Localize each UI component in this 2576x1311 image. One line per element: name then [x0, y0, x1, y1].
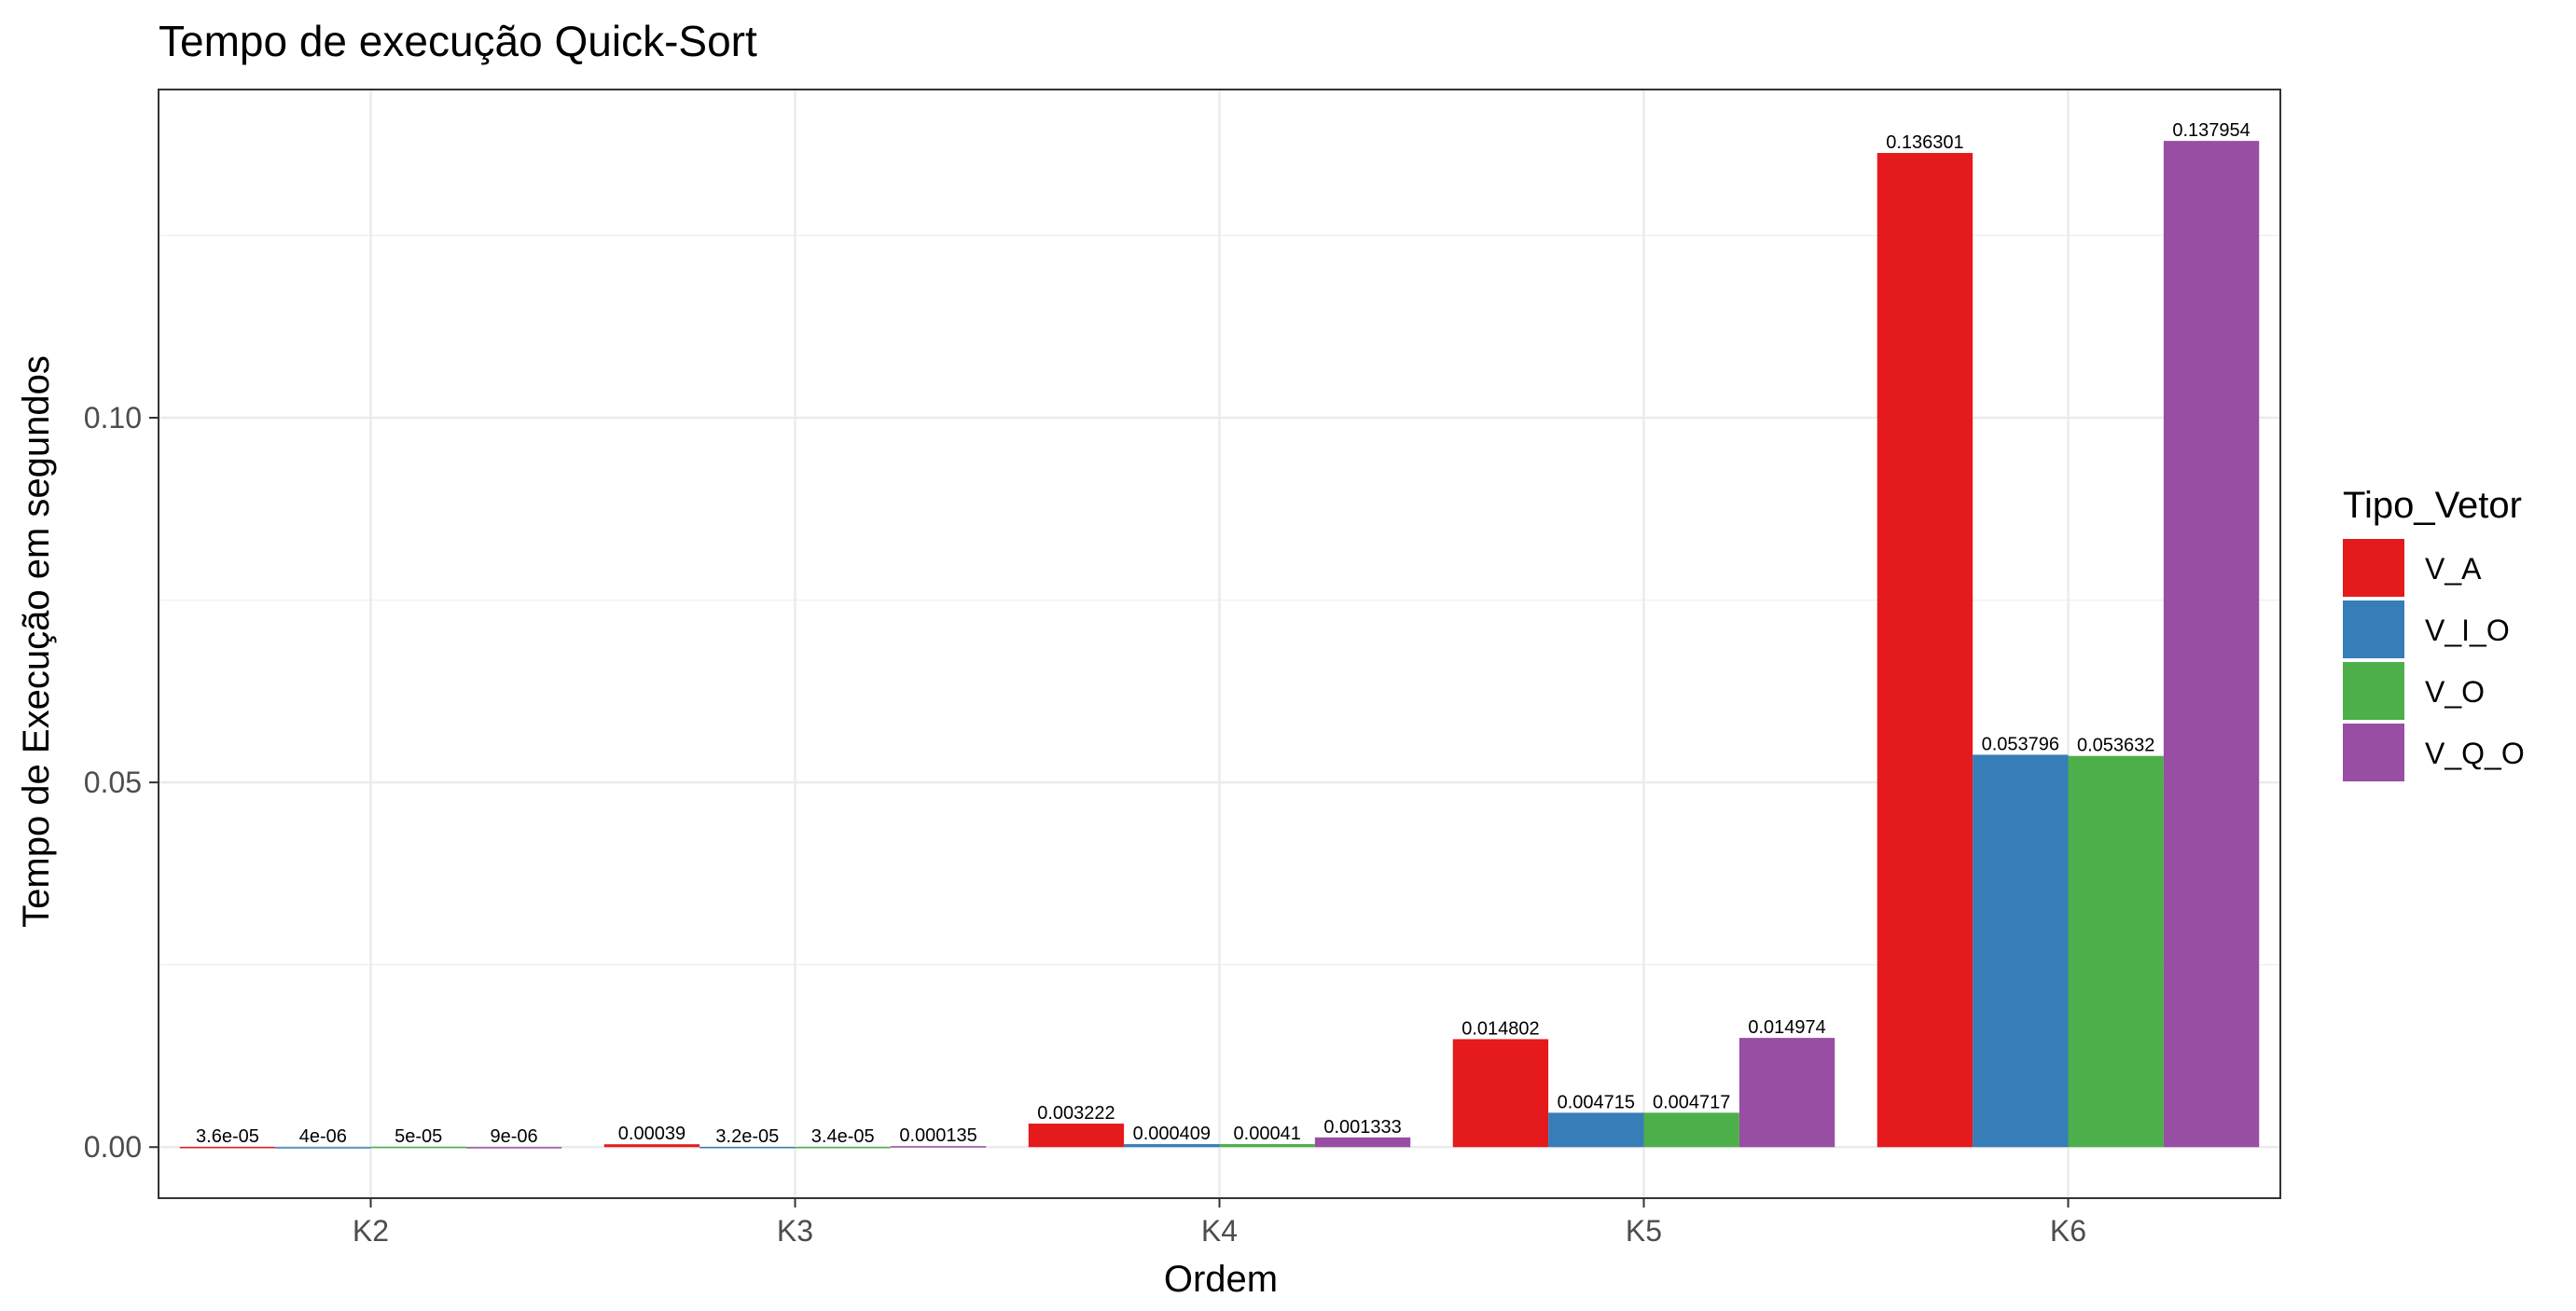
bar [1219, 1144, 1315, 1148]
bar [699, 1146, 796, 1149]
y-tick-label: 0.00 [84, 1130, 142, 1164]
bar [1548, 1112, 1644, 1148]
bar [465, 1147, 562, 1149]
bar [1028, 1124, 1125, 1148]
bar [1452, 1039, 1549, 1148]
bar [1738, 1038, 1835, 1148]
data-label: 0.000409 [1133, 1124, 1211, 1144]
data-label: 0.000135 [899, 1125, 976, 1146]
x-tick-label: K4 [1201, 1214, 1238, 1248]
data-label: 0.004715 [1558, 1092, 1635, 1112]
data-label: 9e-06 [490, 1126, 537, 1147]
legend-key [2343, 539, 2404, 597]
bar [1973, 754, 2069, 1148]
data-label: 0.136301 [1886, 132, 1963, 153]
data-label: 0.003222 [1037, 1103, 1115, 1124]
bar [275, 1147, 371, 1149]
data-label: 0.00039 [618, 1124, 686, 1144]
legend-key [2343, 600, 2404, 658]
data-label: 5e-05 [395, 1126, 442, 1147]
x-tick-label: K6 [2050, 1214, 2086, 1248]
legend-label: V_Q_O [2425, 737, 2525, 770]
bar [2068, 755, 2164, 1148]
x-tick-label: K3 [777, 1214, 813, 1248]
bar [890, 1146, 987, 1148]
legend-key [2343, 662, 2404, 720]
bar [2163, 141, 2260, 1148]
bar [179, 1146, 276, 1149]
data-label: 0.014802 [1461, 1018, 1539, 1039]
bar [1124, 1144, 1220, 1148]
plot-panel: 3.6e-05 0.00039 0.003222 0.014802 0.136301 4e… [158, 89, 2281, 1199]
data-label: 3.6e-05 [196, 1126, 259, 1147]
y-tick-label: 0.10 [84, 401, 142, 435]
data-label: 3.2e-05 [715, 1126, 779, 1147]
bar [1314, 1137, 1411, 1148]
y-axis-title: Tempo de Execução em segundos [16, 355, 57, 928]
data-label: 0.014974 [1748, 1017, 1825, 1038]
y-tick-label: 0.05 [84, 766, 142, 799]
data-label: 0.004717 [1653, 1092, 1730, 1112]
bar [603, 1144, 700, 1148]
x-axis-title: Ordem [1164, 1259, 1278, 1300]
data-label: 0.00041 [1234, 1124, 1301, 1144]
x-tick-label: K2 [353, 1214, 389, 1248]
bars [179, 141, 2260, 1149]
bar [370, 1146, 466, 1149]
data-label: 4e-06 [299, 1126, 347, 1147]
x-tick-label: K5 [1626, 1214, 1662, 1248]
bar-labels: 3.6e-05 0.00039 0.003222 0.014802 0.136301 4e… [196, 120, 2251, 1147]
data-label: 3.4e-05 [811, 1126, 875, 1147]
bar [1877, 153, 1974, 1148]
bar [795, 1146, 891, 1149]
legend-title: Tipo_Vetor [2343, 485, 2522, 526]
legend: Tipo_Vetor V_A V_I_O V_O V_Q_O [2343, 485, 2525, 781]
y-axis: 0.00 0.05 0.10 [84, 401, 159, 1164]
bar [1643, 1112, 1739, 1148]
x-axis: K2 K3 K4 K5 K6 [353, 1198, 2086, 1248]
data-label: 0.053796 [1982, 734, 2059, 754]
legend-items: V_A V_I_O V_O V_Q_O [2343, 539, 2525, 781]
legend-key [2343, 724, 2404, 781]
legend-label: V_O [2425, 675, 2485, 709]
chart-title: Tempo de execução Quick-Sort [159, 17, 757, 65]
legend-label: V_A [2425, 552, 2482, 586]
legend-label: V_I_O [2425, 614, 2510, 647]
data-label: 0.001333 [1323, 1117, 1401, 1138]
data-label: 0.137954 [2172, 120, 2250, 141]
data-label: 0.053632 [2077, 736, 2154, 756]
